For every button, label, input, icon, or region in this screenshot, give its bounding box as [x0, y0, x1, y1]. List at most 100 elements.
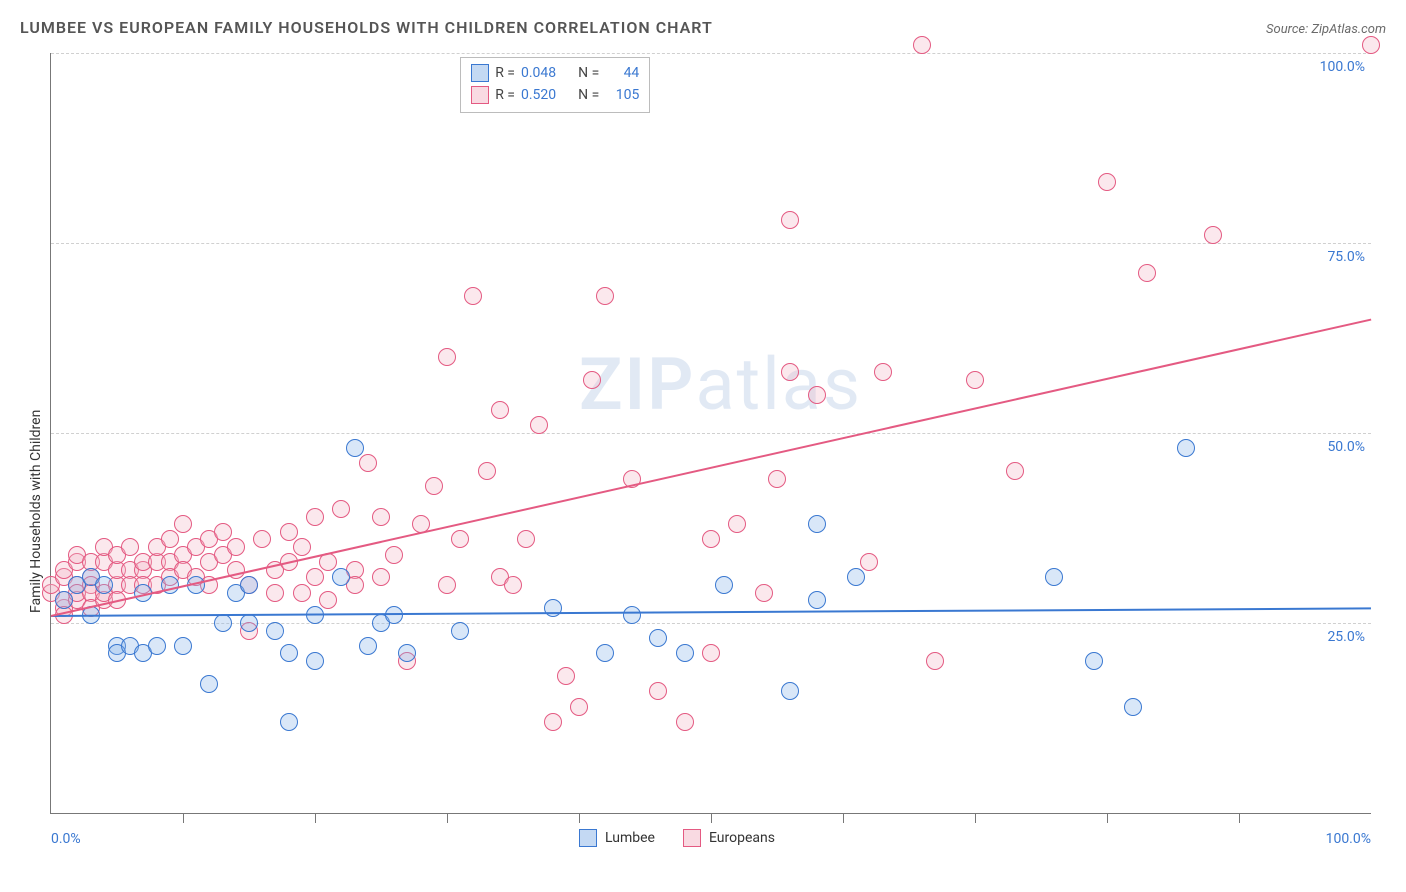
data-point-europeans [214, 546, 232, 564]
data-point-europeans [346, 561, 364, 579]
data-point-lumbee [121, 637, 139, 655]
data-point-europeans [55, 561, 73, 579]
gridline [51, 433, 1371, 434]
y-tick-label: 75.0% [1327, 249, 1365, 265]
data-point-lumbee [1177, 439, 1195, 457]
data-point-lumbee [676, 644, 694, 662]
data-point-europeans [280, 553, 298, 571]
legend-swatch-europeans [683, 829, 701, 847]
data-point-europeans [438, 576, 456, 594]
gridline [51, 53, 1371, 54]
data-point-europeans [174, 515, 192, 533]
data-point-europeans [95, 584, 113, 602]
data-point-europeans [266, 561, 284, 579]
data-point-europeans [187, 568, 205, 586]
data-point-lumbee [1085, 652, 1103, 670]
data-point-lumbee [385, 606, 403, 624]
data-point-lumbee [280, 713, 298, 731]
data-point-lumbee [280, 644, 298, 662]
data-point-europeans [557, 667, 575, 685]
data-point-europeans [82, 599, 100, 617]
data-point-europeans [517, 530, 535, 548]
data-point-lumbee [649, 629, 667, 647]
y-tick-label: 100.0% [1320, 59, 1365, 75]
data-point-europeans [240, 576, 258, 594]
data-point-europeans [491, 401, 509, 419]
data-point-lumbee [847, 568, 865, 586]
data-point-europeans [68, 591, 86, 609]
y-tick-label: 25.0% [1327, 629, 1365, 645]
data-point-europeans [108, 561, 126, 579]
n-label: N = [578, 62, 599, 84]
data-point-europeans [148, 538, 166, 556]
data-point-europeans [306, 508, 324, 526]
data-point-europeans [451, 530, 469, 548]
x-axis-min-label: 0.0% [51, 831, 81, 847]
data-point-europeans [174, 546, 192, 564]
source-label: Source [1266, 22, 1305, 37]
data-point-europeans [306, 568, 324, 586]
data-point-europeans [504, 576, 522, 594]
data-point-europeans [966, 371, 984, 389]
data-point-europeans [134, 576, 152, 594]
chart-title: LUMBEE VS EUROPEAN FAMILY HOUSEHOLDS WIT… [20, 18, 713, 37]
data-point-europeans [95, 591, 113, 609]
data-point-europeans [108, 591, 126, 609]
data-point-europeans [55, 606, 73, 624]
series-legend-label-lumbee: Lumbee [605, 830, 655, 846]
x-tick [1239, 813, 1240, 823]
data-point-europeans [68, 553, 86, 571]
data-point-lumbee [82, 568, 100, 586]
data-point-europeans [544, 713, 562, 731]
data-point-europeans [438, 348, 456, 366]
series-legend-label-europeans: Europeans [709, 830, 775, 846]
data-point-europeans [293, 584, 311, 602]
gridline [51, 243, 1371, 244]
data-point-europeans [1204, 226, 1222, 244]
data-point-lumbee [161, 576, 179, 594]
data-point-europeans [108, 576, 126, 594]
data-point-europeans [926, 652, 944, 670]
data-point-europeans [227, 538, 245, 556]
data-point-europeans [702, 644, 720, 662]
data-point-lumbee [808, 591, 826, 609]
data-point-lumbee [187, 576, 205, 594]
data-point-europeans [68, 546, 86, 564]
data-point-lumbee [55, 591, 73, 609]
data-point-lumbee [623, 606, 641, 624]
data-point-europeans [266, 584, 284, 602]
data-point-europeans [293, 538, 311, 556]
data-point-europeans [676, 713, 694, 731]
data-point-europeans [860, 553, 878, 571]
data-point-europeans [1138, 264, 1156, 282]
data-point-europeans [240, 622, 258, 640]
data-point-europeans [332, 500, 350, 518]
data-point-europeans [148, 553, 166, 571]
data-point-europeans [412, 515, 430, 533]
data-point-europeans [280, 523, 298, 541]
data-point-lumbee [240, 614, 258, 632]
x-tick [183, 813, 184, 823]
x-tick [975, 813, 976, 823]
correlation-legend-row-lumbee: R =0.048N =44 [471, 62, 639, 84]
data-point-europeans [55, 591, 73, 609]
data-point-europeans [728, 515, 746, 533]
data-point-lumbee [359, 637, 377, 655]
data-point-europeans [161, 568, 179, 586]
data-point-europeans [82, 568, 100, 586]
data-point-lumbee [200, 675, 218, 693]
x-tick [447, 813, 448, 823]
data-point-europeans [68, 576, 86, 594]
data-point-europeans [161, 530, 179, 548]
data-point-europeans [95, 553, 113, 571]
data-point-europeans [214, 523, 232, 541]
data-point-europeans [583, 371, 601, 389]
data-point-europeans [464, 287, 482, 305]
data-point-europeans [55, 599, 73, 617]
data-point-europeans [530, 416, 548, 434]
data-point-europeans [491, 568, 509, 586]
data-point-europeans [781, 363, 799, 381]
data-point-europeans [874, 363, 892, 381]
data-point-europeans [253, 530, 271, 548]
data-point-europeans [174, 561, 192, 579]
